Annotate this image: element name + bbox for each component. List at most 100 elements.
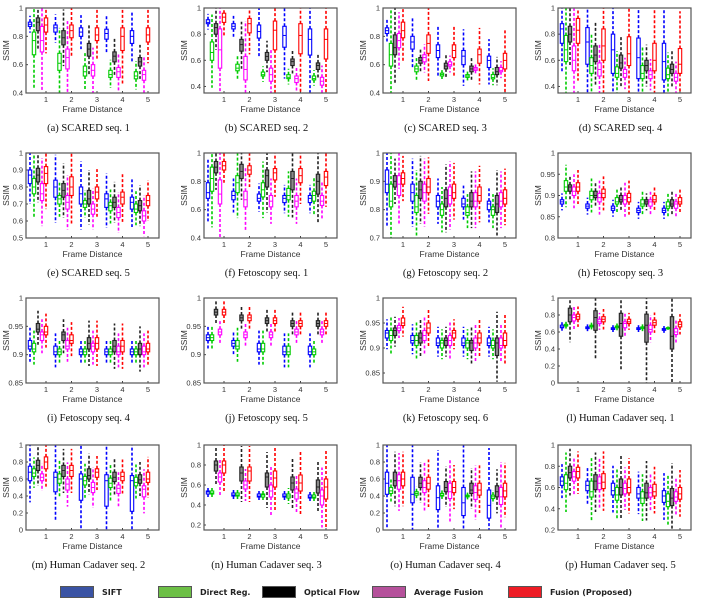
y-tick-label: 0.85 <box>186 379 201 388</box>
x-tick-label: 5 <box>503 240 507 249</box>
x-tick-label: 4 <box>120 240 124 249</box>
box-direct-reg <box>490 339 496 349</box>
y-tick-label: 0.95 <box>186 322 201 331</box>
y-tick-label: 0.7 <box>370 234 380 243</box>
box-direct-reg <box>490 74 496 80</box>
box-direct-reg <box>311 190 317 202</box>
box-average-fusion <box>141 345 147 356</box>
x-tick-label: 5 <box>678 240 682 249</box>
y-axis-label: SSIM <box>179 185 189 206</box>
box-optical-flow <box>35 17 41 32</box>
subplot: 0.5 0.6 0.7 0.8 0.9 1 1 2 3 4 5 Frame Distance SSIM (… <box>1 149 160 279</box>
box-optical-flow <box>669 488 675 507</box>
box-fusion-proposed <box>247 466 252 482</box>
box-fusion-proposed <box>502 52 508 70</box>
box-average-fusion <box>39 331 45 342</box>
box-average-fusion <box>217 179 223 205</box>
legend-label-average-fusion: Average Fusion <box>414 587 484 597</box>
x-tick-label: 5 <box>324 385 328 394</box>
box-fusion-proposed <box>43 325 49 336</box>
x-tick-label: 1 <box>401 532 405 541</box>
x-tick-label: 5 <box>324 240 328 249</box>
x-tick-label: 2 <box>247 532 251 541</box>
axes-frame <box>382 297 517 384</box>
y-tick-label: 0.8 <box>13 183 23 192</box>
x-tick-label: 2 <box>601 385 605 394</box>
y-tick-label: 0.8 <box>191 461 201 470</box>
box-fusion-proposed <box>43 166 49 185</box>
box-average-fusion <box>498 337 504 349</box>
box-sift <box>384 169 390 194</box>
axes-frame <box>382 7 517 94</box>
box-sift <box>307 28 313 56</box>
box-sift <box>636 37 641 80</box>
subplot-caption: (c) SCARED seq. 3 <box>404 123 487 134</box>
x-tick-label: 4 <box>298 95 302 104</box>
x-tick-label: 5 <box>146 240 150 249</box>
box-fusion-proposed <box>120 191 125 205</box>
y-tick-label: 0.85 <box>540 212 555 221</box>
y-tick-label: 0.9 <box>13 350 23 359</box>
box-fusion-proposed <box>247 17 252 34</box>
box-optical-flow <box>290 170 295 191</box>
y-tick-label: 0.6 <box>13 475 23 484</box>
box-optical-flow <box>239 466 244 482</box>
legend-item-sift: SIFT <box>60 586 122 598</box>
y-tick-label: 1 <box>197 4 201 13</box>
y-tick-label: 1 <box>376 294 380 303</box>
box-optical-flow <box>443 480 449 493</box>
x-tick-label: 5 <box>678 385 682 394</box>
box-sift <box>461 486 466 517</box>
x-tick-label: 2 <box>426 95 430 104</box>
x-axis-label: Frame Distance <box>241 541 301 551</box>
box-optical-flow <box>112 51 117 63</box>
box-optical-flow <box>618 478 624 496</box>
x-tick-label: 2 <box>601 95 605 104</box>
subplot: 0.8 0.85 0.9 0.95 1 1 2 3 4 5 Frame Distance SSIM (h… <box>533 149 692 279</box>
box-direct-reg <box>31 177 37 195</box>
x-tick-label: 5 <box>324 95 328 104</box>
subplot-caption: (p) Human Cadaver seq. 5 <box>565 560 676 571</box>
box-direct-reg <box>235 175 240 194</box>
y-tick-label: 0.2 <box>370 509 380 518</box>
x-tick-label: 3 <box>452 95 456 104</box>
y-tick-label: 0.2 <box>545 362 555 371</box>
legend-swatch-direct-reg <box>158 586 192 598</box>
box-direct-reg <box>108 69 113 78</box>
y-tick-label: 0.4 <box>545 504 555 513</box>
box-sift <box>27 465 33 482</box>
box-average-fusion <box>141 69 147 81</box>
box-optical-flow <box>618 312 624 337</box>
box-fusion-proposed <box>477 482 482 496</box>
y-tick-label: 1 <box>197 441 201 450</box>
x-tick-label: 2 <box>69 532 73 541</box>
subplot: 0 0.2 0.4 0.6 0.8 1 1 2 3 4 5 Frame Distance SSIM (m)… <box>1 441 160 571</box>
box-average-fusion <box>422 480 427 494</box>
y-tick-label: 0.4 <box>13 492 23 501</box>
x-tick-label: 4 <box>477 240 481 249</box>
box-fusion-proposed <box>601 473 606 490</box>
x-tick-label: 2 <box>426 240 430 249</box>
y-tick-label: 0.4 <box>191 234 201 243</box>
x-tick-label: 4 <box>298 385 302 394</box>
x-tick-label: 4 <box>477 532 481 541</box>
box-direct-reg <box>133 203 139 214</box>
box-direct-reg <box>388 183 394 208</box>
plot-area <box>558 445 691 530</box>
box-sift <box>53 471 58 493</box>
x-tick-label: 3 <box>95 532 99 541</box>
box-fusion-proposed <box>451 44 457 59</box>
subplot: 0.4 0.6 0.8 1 1 2 3 4 5 Frame Distance SSIM (f) Fet… <box>179 149 338 279</box>
box-optical-flow <box>494 337 500 357</box>
y-tick-label: 0.4 <box>545 345 555 354</box>
box-optical-flow <box>315 62 321 71</box>
axes-frame <box>557 444 692 531</box>
box-optical-flow <box>213 23 219 35</box>
box-fusion-proposed <box>601 28 606 61</box>
box-optical-flow <box>239 38 244 52</box>
y-tick-label: 1 <box>197 149 201 158</box>
box-direct-reg <box>614 197 620 205</box>
x-tick-label: 2 <box>69 240 73 249</box>
y-axis-label: SSIM <box>1 185 11 206</box>
y-tick-label: 0.95 <box>365 319 380 328</box>
